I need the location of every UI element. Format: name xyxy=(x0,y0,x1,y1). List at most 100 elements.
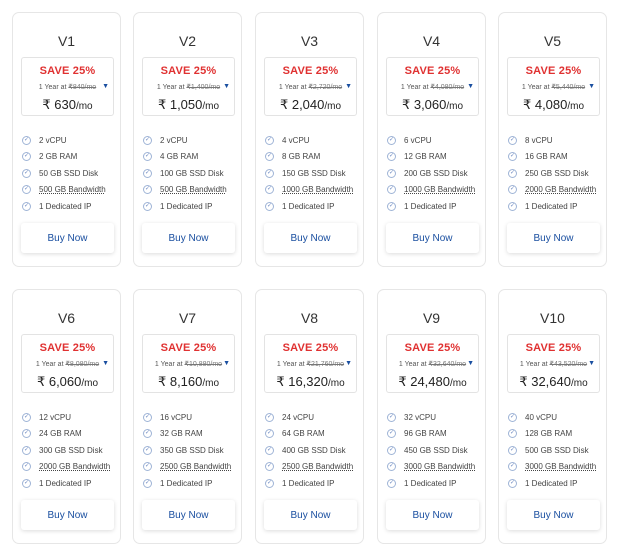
chevron-down-icon[interactable]: ▼ xyxy=(588,83,595,90)
feature-item: ✓ 6 vCPU xyxy=(387,132,475,149)
buy-now-button[interactable]: Buy Now xyxy=(142,500,235,530)
feature-text: 128 GB RAM xyxy=(525,429,573,439)
feature-item: ✓ 3000 GB Bandwidth xyxy=(387,459,475,476)
feature-text: 1000 GB Bandwidth xyxy=(404,185,476,195)
plan-price: ₹ 3,060/mo xyxy=(387,96,478,114)
discount-badge: SAVE 25% xyxy=(525,65,582,77)
check-circle-icon: ✓ xyxy=(387,185,396,195)
check-circle-icon: ✓ xyxy=(22,445,31,455)
original-price: ₹2,720/mo xyxy=(308,84,343,91)
term-label: 1 Year at xyxy=(400,84,429,91)
buy-now-button[interactable]: Buy Now xyxy=(21,223,114,253)
billing-term[interactable]: 1 Year at ₹840/mo ▼ xyxy=(26,83,109,91)
billing-selector[interactable]: SAVE 25% 1 Year at ₹4,080/mo ▼ ₹ 3,060/mo xyxy=(386,57,479,116)
plan-card-v6: V6 SAVE 25% 1 Year at ₹8,080/mo ▼ ₹ 6,060… xyxy=(12,289,121,544)
buy-now-button[interactable]: Buy Now xyxy=(264,500,357,530)
term-label: 1 Year at xyxy=(156,84,185,91)
chevron-down-icon[interactable]: ▼ xyxy=(467,83,474,90)
check-circle-icon: ✓ xyxy=(22,185,31,195)
price-amount: ₹ 16,320 xyxy=(276,374,328,389)
billing-term[interactable]: 1 Year at ₹10,880/mo ▼ xyxy=(147,360,230,368)
discount-badge: SAVE 25% xyxy=(282,342,339,354)
feature-item: ✓ 24 vCPU xyxy=(265,409,353,426)
price-amount: ₹ 24,480 xyxy=(398,374,450,389)
billing-selector[interactable]: SAVE 25% 1 Year at ₹43,520/mo ▼ ₹ 32,640/… xyxy=(507,334,600,393)
feature-item: ✓ 200 GB SSD Disk xyxy=(387,165,475,182)
buy-now-button[interactable]: Buy Now xyxy=(507,500,600,530)
feature-item: ✓ 32 vCPU xyxy=(387,409,475,426)
billing-term[interactable]: 1 Year at ₹32,640/mo ▼ xyxy=(391,360,474,368)
feature-item: ✓ 96 GB RAM xyxy=(387,426,475,443)
feature-item: ✓ 1 Dedicated IP xyxy=(508,475,596,492)
check-circle-icon: ✓ xyxy=(22,201,31,211)
feature-text: 2500 GB Bandwidth xyxy=(160,462,232,472)
billing-selector[interactable]: SAVE 25% 1 Year at ₹840/mo ▼ ₹ 630/mo xyxy=(21,57,114,116)
feature-text: 2000 GB Bandwidth xyxy=(39,462,111,472)
plan-name: V7 xyxy=(178,310,197,326)
feature-item: ✓ 1 Dedicated IP xyxy=(387,198,475,215)
chevron-down-icon[interactable]: ▼ xyxy=(345,83,352,90)
term-label: 1 Year at xyxy=(519,361,548,368)
billing-selector[interactable]: SAVE 25% 1 Year at ₹8,080/mo ▼ ₹ 6,060/mo xyxy=(21,334,114,393)
plan-name: V5 xyxy=(543,33,562,49)
chevron-down-icon[interactable]: ▼ xyxy=(102,360,109,367)
check-circle-icon: ✓ xyxy=(22,429,31,439)
term-label: 1 Year at xyxy=(276,361,305,368)
billing-term[interactable]: 1 Year at ₹1,400/mo ▼ xyxy=(147,83,230,91)
billing-selector[interactable]: SAVE 25% 1 Year at ₹10,880/mo ▼ ₹ 8,160/m… xyxy=(142,334,235,393)
chevron-down-icon[interactable]: ▼ xyxy=(467,360,474,367)
feature-text: 350 GB SSD Disk xyxy=(160,445,224,455)
term-label: 1 Year at xyxy=(398,361,427,368)
billing-selector[interactable]: SAVE 25% 1 Year at ₹1,400/mo ▼ ₹ 1,050/mo xyxy=(142,57,235,116)
billing-term[interactable]: 1 Year at ₹8,080/mo ▼ xyxy=(26,360,109,368)
billing-term[interactable]: 1 Year at ₹43,520/mo ▼ xyxy=(512,360,595,368)
chevron-down-icon[interactable]: ▼ xyxy=(223,360,230,367)
check-circle-icon: ✓ xyxy=(387,152,396,162)
chevron-down-icon[interactable]: ▼ xyxy=(223,83,230,90)
buy-now-button[interactable]: Buy Now xyxy=(386,223,479,253)
buy-now-button[interactable]: Buy Now xyxy=(264,223,357,253)
billing-term[interactable]: 1 Year at ₹2,720/mo ▼ xyxy=(269,83,352,91)
billing-selector[interactable]: SAVE 25% 1 Year at ₹32,640/mo ▼ ₹ 24,480/… xyxy=(386,334,479,393)
feature-text: 500 GB Bandwidth xyxy=(160,185,227,195)
feature-text: 8 GB RAM xyxy=(282,152,321,162)
buy-now-button[interactable]: Buy Now xyxy=(386,500,479,530)
check-circle-icon: ✓ xyxy=(508,185,517,195)
check-circle-icon: ✓ xyxy=(22,462,31,472)
plan-price: ₹ 6,060/mo xyxy=(22,373,113,391)
billing-term[interactable]: 1 Year at ₹4,080/mo ▼ xyxy=(391,83,474,91)
feature-item: ✓ 4 GB RAM xyxy=(143,149,227,166)
check-circle-icon: ✓ xyxy=(143,412,152,422)
buy-now-button[interactable]: Buy Now xyxy=(142,223,235,253)
plan-card-v3: V3 SAVE 25% 1 Year at ₹2,720/mo ▼ ₹ 2,040… xyxy=(255,12,364,267)
feature-item: ✓ 2000 GB Bandwidth xyxy=(22,459,110,476)
feature-item: ✓ 3000 GB Bandwidth xyxy=(508,459,596,476)
billing-term[interactable]: 1 Year at ₹21,760/mo ▼ xyxy=(269,360,352,368)
discount-badge: SAVE 25% xyxy=(39,342,96,354)
plan-price: ₹ 32,640/mo xyxy=(508,373,599,391)
buy-now-button[interactable]: Buy Now xyxy=(507,223,600,253)
feature-item: ✓ 300 GB SSD Disk xyxy=(22,442,110,459)
billing-selector[interactable]: SAVE 25% 1 Year at ₹21,760/mo ▼ ₹ 16,320/… xyxy=(264,334,357,393)
feature-text: 16 GB RAM xyxy=(525,152,568,162)
feature-text: 1 Dedicated IP xyxy=(160,201,213,211)
discount-badge: SAVE 25% xyxy=(404,65,461,77)
feature-text: 1 Dedicated IP xyxy=(404,201,457,211)
feature-item: ✓ 400 GB SSD Disk xyxy=(265,442,353,459)
billing-selector[interactable]: SAVE 25% 1 Year at ₹5,440/mo ▼ ₹ 4,080/mo xyxy=(507,57,600,116)
check-circle-icon: ✓ xyxy=(22,478,31,488)
buy-now-button[interactable]: Buy Now xyxy=(21,500,114,530)
feature-item: ✓ 32 GB RAM xyxy=(143,426,231,443)
chevron-down-icon[interactable]: ▼ xyxy=(588,360,595,367)
feature-text: 100 GB SSD Disk xyxy=(160,168,224,178)
feature-text: 50 GB SSD Disk xyxy=(39,168,99,178)
plan-price: ₹ 2,040/mo xyxy=(265,96,356,114)
feature-item: ✓ 2500 GB Bandwidth xyxy=(143,459,231,476)
price-amount: ₹ 4,080 xyxy=(522,97,568,112)
billing-selector[interactable]: SAVE 25% 1 Year at ₹2,720/mo ▼ ₹ 2,040/mo xyxy=(264,57,357,116)
chevron-down-icon[interactable]: ▼ xyxy=(345,360,352,367)
feature-list: ✓ 24 vCPU ✓ 64 GB RAM ✓ 400 GB SSD Disk ✓ 25… xyxy=(265,409,353,492)
billing-term[interactable]: 1 Year at ₹5,440/mo ▼ xyxy=(512,83,595,91)
chevron-down-icon[interactable]: ▼ xyxy=(102,83,109,90)
check-circle-icon: ✓ xyxy=(508,135,517,145)
